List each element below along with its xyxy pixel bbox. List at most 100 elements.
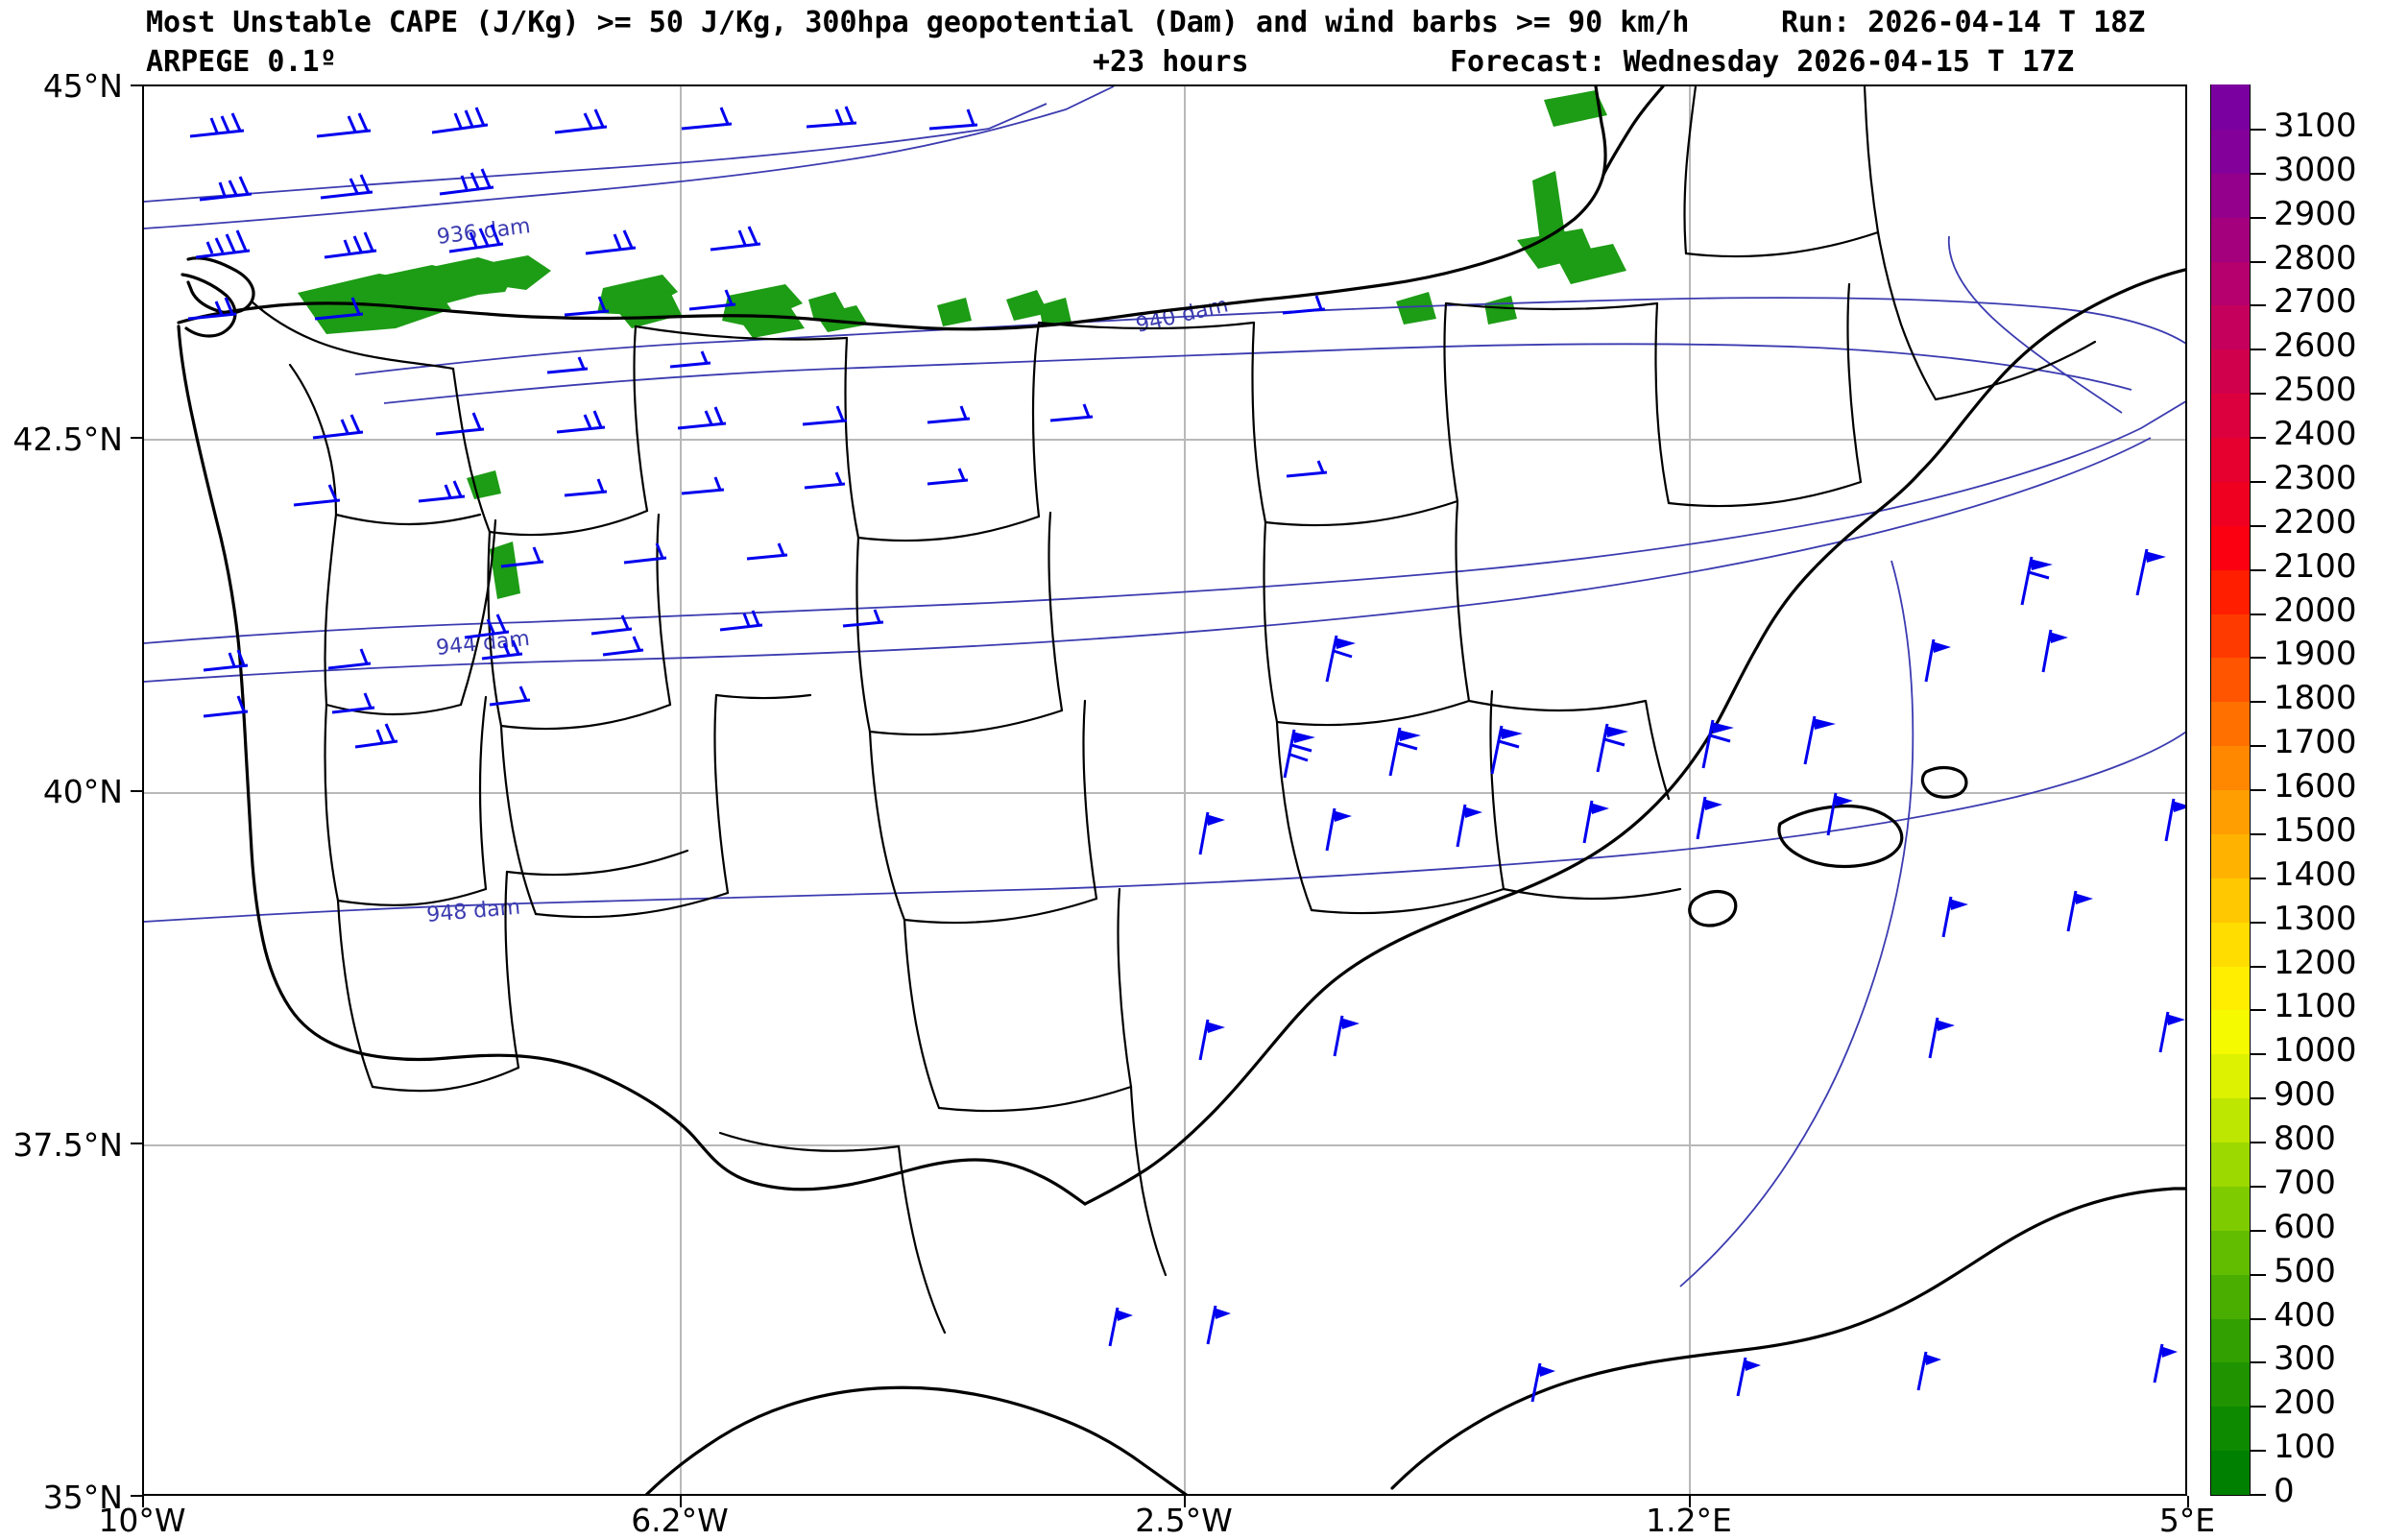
- title-step: +23 hours: [1093, 45, 1249, 79]
- colorbar-segment: [2211, 568, 2250, 614]
- colorbar-segment: [2211, 524, 2250, 570]
- colorbar-tick-mark: [2251, 1097, 2266, 1100]
- colorbar-tick-mark: [2251, 480, 2266, 483]
- ytick-mark-2: [131, 790, 142, 792]
- title-model: ARPEGE 0.1º: [146, 45, 337, 79]
- map-plot-area[interactable]: 936 dam 940 dam 944 dam 948 dam: [142, 84, 2187, 1496]
- colorbar-segment: [2211, 304, 2250, 350]
- gridline-vertical: [1689, 86, 1691, 1494]
- gridline-horizontal: [144, 1144, 2185, 1146]
- colorbar-segment: [2211, 1009, 2250, 1055]
- ytick-label-0: 45°N: [42, 67, 123, 105]
- colorbar-segment: [2211, 613, 2250, 659]
- colorbar-tick-mark: [2251, 701, 2266, 704]
- colorbar-tick-label: 300: [2274, 1339, 2336, 1379]
- xtick-mark-0: [142, 1496, 144, 1507]
- colorbar-tick-label: 200: [2274, 1384, 2336, 1423]
- ytick-label-1: 42.5°N: [12, 421, 123, 458]
- colorbar-tick-label: 1400: [2274, 854, 2357, 894]
- gridline-vertical: [1184, 86, 1186, 1494]
- xtick-mark-3: [1689, 1496, 1691, 1507]
- colorbar-tick-mark: [2251, 1361, 2266, 1364]
- colorbar-tick-mark: [2251, 128, 2266, 131]
- colorbar-tick-mark: [2251, 524, 2266, 527]
- ytick-mark-0: [131, 84, 142, 86]
- ytick-label-2: 40°N: [42, 773, 123, 810]
- colorbar-tick-label: 1900: [2274, 635, 2357, 674]
- colorbar-segment: [2211, 877, 2250, 923]
- xtick-label-3: 1.2°E: [1646, 1502, 1732, 1539]
- xtick-label-4: 5°E: [2158, 1502, 2216, 1539]
- colorbar-tick-mark: [2251, 832, 2266, 835]
- colorbar-tick-mark: [2251, 349, 2266, 351]
- colorbar-segment: [2211, 657, 2250, 703]
- gridline-vertical: [680, 86, 682, 1494]
- colorbar-tick-label: 3100: [2274, 106, 2357, 145]
- colorbar-tick-label: 500: [2274, 1251, 2336, 1290]
- coastlines: [177, 86, 2185, 1494]
- colorbar-tick-label: 3000: [2274, 150, 2357, 189]
- colorbar-tick-mark: [2251, 657, 2266, 660]
- colorbar-tick-label: 1700: [2274, 723, 2357, 762]
- colorbar-tick-label: 2400: [2274, 415, 2357, 453]
- colorbar-segment: [2211, 1406, 2250, 1452]
- colorbar-tick-mark: [2251, 1317, 2266, 1320]
- colorbar-tick-label: 2000: [2274, 590, 2357, 630]
- colorbar-tick-mark: [2251, 1406, 2266, 1408]
- xtick-label-1: 6.2°W: [631, 1502, 729, 1539]
- colorbar-segment: [2211, 1053, 2250, 1099]
- colorbar-tick-label: 1600: [2274, 767, 2357, 806]
- colorbar-tick-mark: [2251, 1053, 2266, 1056]
- xtick-label-0: 10°W: [98, 1502, 186, 1539]
- xtick-mark-4: [2187, 1496, 2189, 1507]
- colorbar-tick-label: 2300: [2274, 458, 2357, 497]
- colorbar-segment: [2211, 84, 2250, 130]
- colorbar-tick-label: 0: [2274, 1472, 2295, 1510]
- colorbar-segment: [2211, 1185, 2250, 1231]
- colorbar-tick-label: 2800: [2274, 238, 2357, 277]
- title-run: Run: 2026-04-14 T 18Z: [1781, 6, 2146, 39]
- contour-label-936: 936 dam: [436, 214, 532, 250]
- colorbar-tick-mark: [2251, 1450, 2266, 1453]
- colorbar-tick-label: 1300: [2274, 899, 2357, 938]
- contour-label-940: 940 dam: [1134, 293, 1231, 337]
- colorbar-tick-label: 2500: [2274, 371, 2357, 410]
- colorbar-segment: [2211, 260, 2250, 306]
- colorbar-tick-label: 1800: [2274, 679, 2357, 718]
- colorbar-tick-mark: [2251, 437, 2266, 439]
- colorbar-tick-mark: [2251, 1142, 2266, 1143]
- colorbar-tick-label: 2700: [2274, 282, 2357, 322]
- colorbar-segment: [2211, 437, 2250, 482]
- colorbar-segment: [2211, 172, 2250, 218]
- colorbar-tick-label: 1200: [2274, 943, 2357, 982]
- colorbar-tick-mark: [2251, 745, 2266, 748]
- colorbar-tick-mark: [2251, 172, 2266, 175]
- colorbar-tick-mark: [2251, 1185, 2266, 1188]
- wind-barbs: [187, 106, 2185, 1403]
- gridline-horizontal: [144, 792, 2185, 794]
- ytick-label-4: 35°N: [42, 1479, 123, 1516]
- xtick-label-2: 2.5°W: [1135, 1502, 1233, 1539]
- ytick-label-3: 37.5°N: [12, 1126, 123, 1164]
- colorbar-tick-mark: [2251, 1494, 2266, 1496]
- colorbar-segment: [2211, 1229, 2250, 1275]
- colorbar-segment: [2211, 1097, 2250, 1143]
- colorbar-tick-mark: [2251, 260, 2266, 263]
- colorbar-segment: [2211, 832, 2250, 878]
- colorbar: [2210, 84, 2251, 1496]
- ytick-mark-4: [131, 1495, 142, 1497]
- colorbar-tick-mark: [2251, 568, 2266, 571]
- colorbar-segment: [2211, 1317, 2250, 1363]
- colorbar-tick-label: 600: [2274, 1207, 2336, 1246]
- colorbar-segment: [2211, 701, 2250, 747]
- colorbar-segment: [2211, 1450, 2250, 1495]
- colorbar-tick-mark: [2251, 216, 2266, 219]
- colorbar-segment: [2211, 480, 2250, 526]
- colorbar-segment: [2211, 921, 2250, 967]
- colorbar-tick-mark: [2251, 965, 2266, 968]
- colorbar-tick-label: 1500: [2274, 810, 2357, 850]
- colorbar-tick-label: 400: [2274, 1295, 2336, 1335]
- title-forecast: Forecast: Wednesday 2026-04-15 T 17Z: [1450, 45, 2075, 79]
- ytick-mark-3: [131, 1143, 142, 1144]
- colorbar-tick-mark: [2251, 789, 2266, 791]
